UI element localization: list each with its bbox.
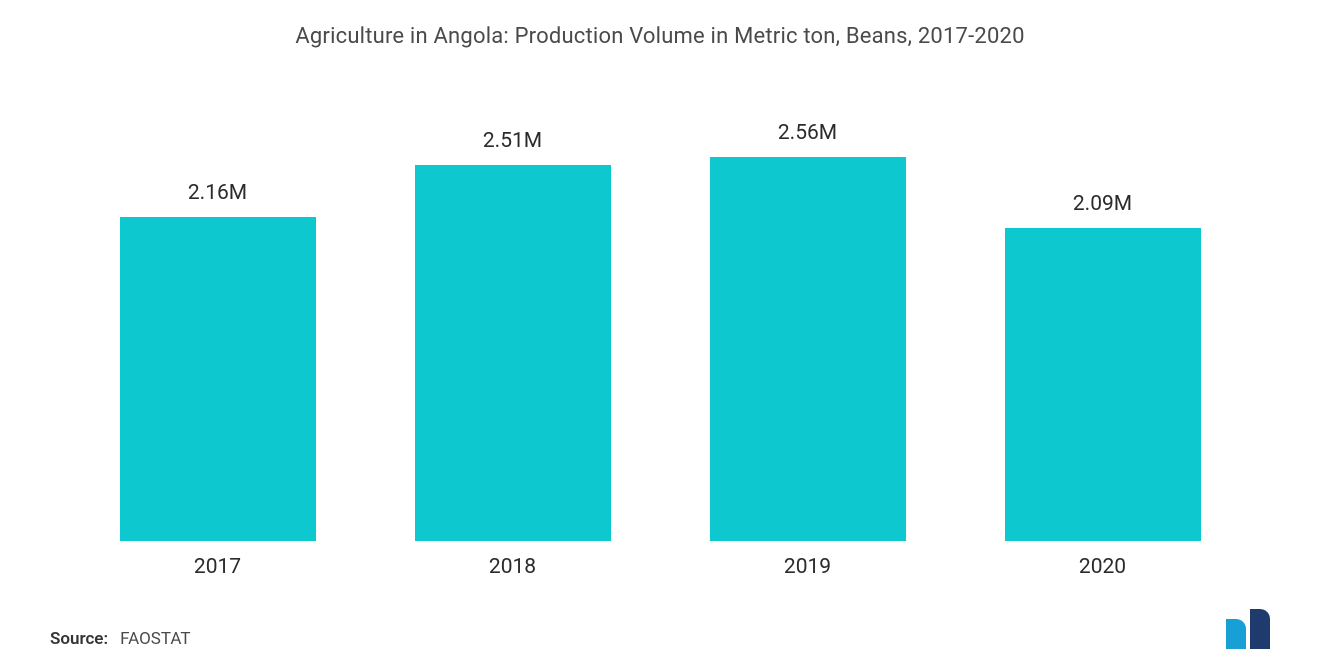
chart-container: Agriculture in Angola: Production Volume… bbox=[0, 0, 1320, 665]
bar-value-label: 2.09M bbox=[1073, 192, 1132, 216]
chart-footer: Source: FAOSTAT bbox=[50, 579, 1270, 655]
bar-value-label: 2.56M bbox=[778, 121, 837, 145]
bar bbox=[1005, 228, 1201, 542]
source-label: Source: bbox=[50, 629, 108, 649]
logo-bar-icon bbox=[1226, 619, 1246, 649]
bar-category-label: 2018 bbox=[489, 555, 536, 579]
bar-category-label: 2019 bbox=[784, 555, 831, 579]
chart-plot-area: 2.16M 2017 2.51M 2018 2.56M 2019 2.09M 2020 bbox=[50, 49, 1270, 579]
bar-value-label: 2.51M bbox=[483, 129, 542, 153]
source-value: FAOSTAT bbox=[120, 629, 190, 649]
chart-title: Agriculture in Angola: Production Volume… bbox=[50, 24, 1270, 49]
brand-logo bbox=[1226, 609, 1270, 649]
bar-group: 2.56M 2019 bbox=[688, 89, 928, 579]
bar-value-label: 2.16M bbox=[188, 181, 247, 205]
bar bbox=[415, 165, 611, 542]
bar-group: 2.09M 2020 bbox=[983, 89, 1223, 579]
bar bbox=[710, 157, 906, 541]
bar-category-label: 2017 bbox=[194, 555, 241, 579]
bar-group: 2.16M 2017 bbox=[98, 89, 338, 579]
logo-bar-icon bbox=[1250, 609, 1270, 649]
bar-group: 2.51M 2018 bbox=[393, 89, 633, 579]
bar bbox=[120, 217, 316, 541]
bar-category-label: 2020 bbox=[1079, 555, 1126, 579]
source-line: Source: FAOSTAT bbox=[50, 629, 191, 649]
